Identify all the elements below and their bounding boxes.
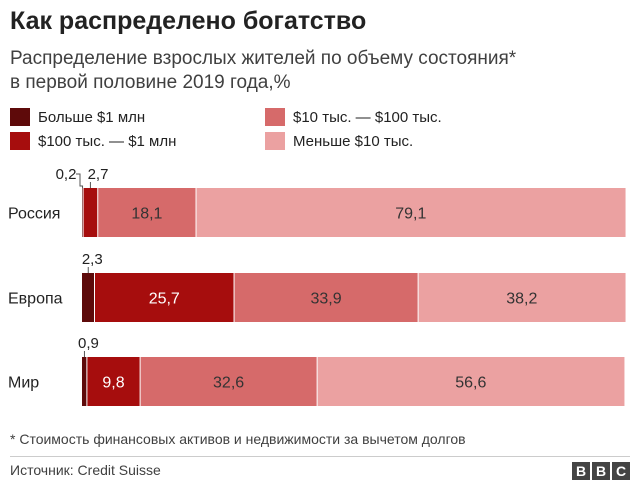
bbc-logo: B B C — [572, 462, 630, 480]
data-label: 0,9 — [78, 335, 99, 352]
bar-segment — [82, 188, 84, 237]
bar-segment — [82, 357, 87, 406]
legend-label: $10 тыс. — $100 тыс. — [293, 108, 442, 126]
bar-segment — [97, 188, 197, 237]
data-label: 0,2 — [56, 166, 77, 183]
footer-divider — [10, 456, 630, 457]
category-label: Европа — [8, 291, 63, 308]
legend-swatch — [265, 132, 285, 150]
data-label: 25,7 — [149, 291, 180, 308]
data-label: 2,7 — [88, 166, 109, 183]
legend-label: Больше $1 млн — [38, 108, 146, 126]
bar-segment — [82, 273, 95, 322]
legend-swatch — [10, 132, 30, 150]
data-label: 32,6 — [213, 375, 244, 392]
data-label: 79,1 — [395, 206, 426, 223]
legend-label: $100 тыс. — $1 млн — [38, 132, 177, 150]
data-label: 2,3 — [82, 251, 103, 268]
legend-item-100k-1m: $100 тыс. — $1 млн — [10, 130, 176, 152]
data-label: 56,6 — [455, 375, 486, 392]
bbc-logo-letter: B — [572, 462, 590, 480]
label-leader — [76, 173, 84, 188]
chart-subtitle-line-1: Распределение взрослых жителей по объему… — [10, 48, 517, 69]
source-credit: Источник: Credit Suisse — [10, 462, 161, 478]
bar-segment — [234, 273, 419, 322]
bar-segment — [86, 357, 141, 406]
chart-title: Как распределено богатство — [10, 7, 367, 35]
legend-item-over-1m: Больше $1 млн — [10, 106, 145, 128]
legend-label: Меньше $10 тыс. — [293, 132, 414, 150]
category-label: Мир — [8, 375, 39, 392]
bar-segment — [83, 188, 98, 237]
legend-item-10k-100k: $10 тыс. — $100 тыс. — [265, 106, 442, 128]
bar-segment — [418, 273, 626, 322]
chart-subtitle-line-2: в первой половине 2019 года,% — [10, 72, 291, 93]
bar-segment — [317, 357, 625, 406]
bar-segment — [196, 188, 626, 237]
stacked-bar-chart: Россия 18,1 79,1 0,2 2,7 Европа 25,7 33,9 38,2 2,… — [8, 166, 626, 406]
footnote: * Стоимость финансовых активов и недвижи… — [10, 431, 466, 447]
data-label: 18,1 — [131, 206, 162, 223]
data-label: 38,2 — [506, 291, 537, 308]
category-label: Россия — [8, 206, 60, 223]
legend-swatch — [10, 108, 30, 126]
bbc-logo-letter: B — [592, 462, 610, 480]
data-label: 9,8 — [102, 375, 124, 392]
bbc-logo-letter: C — [612, 462, 630, 480]
data-label: 33,9 — [311, 291, 342, 308]
bar-segment — [94, 273, 235, 322]
legend-item-under-10k: Меньше $10 тыс. — [265, 130, 413, 152]
legend-swatch — [265, 108, 285, 126]
bar-segment — [140, 357, 318, 406]
